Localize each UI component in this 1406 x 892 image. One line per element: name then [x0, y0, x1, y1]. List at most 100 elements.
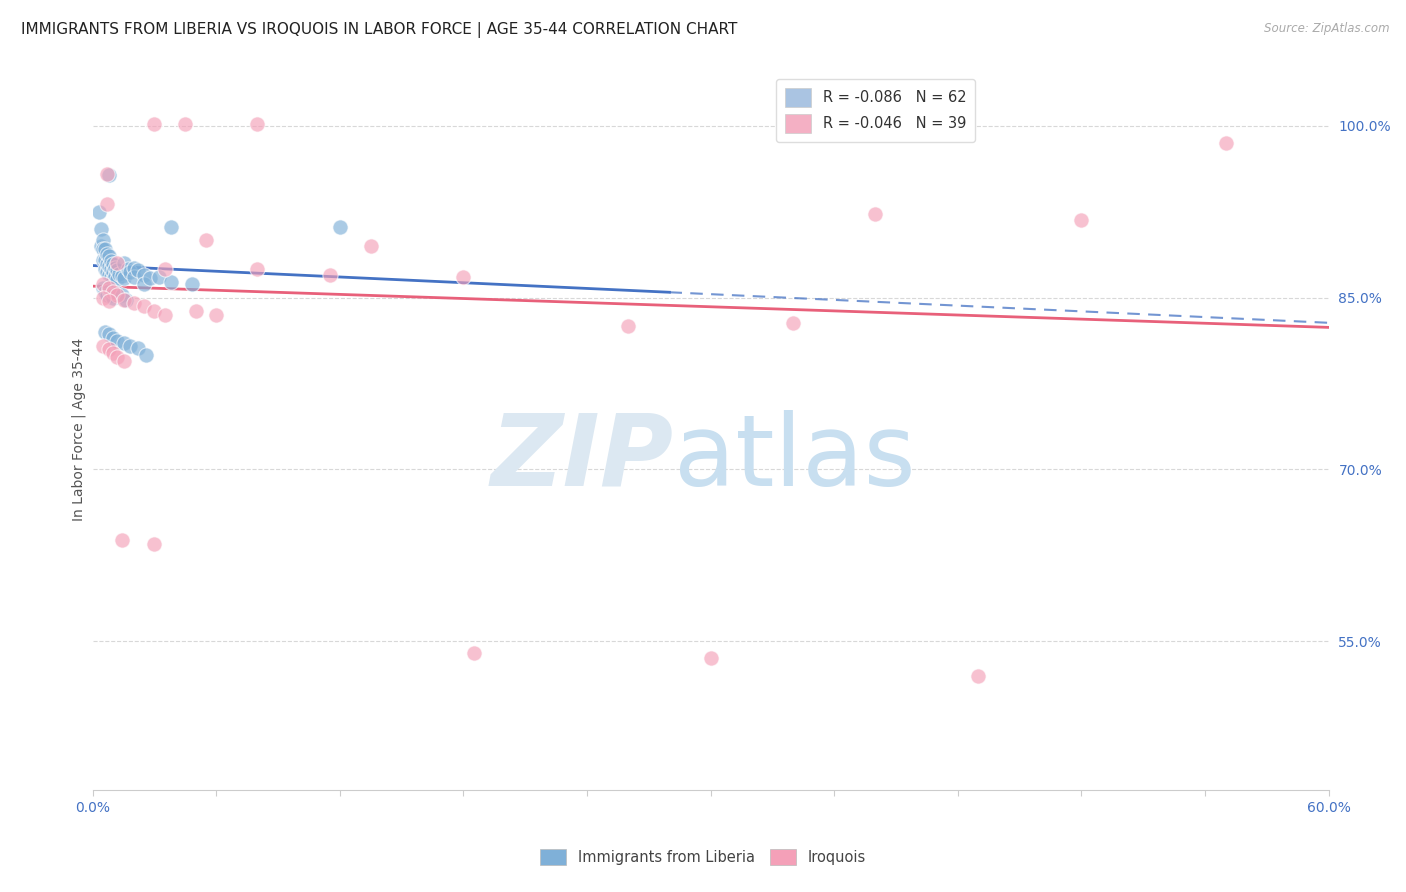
Point: [329, 219, 352, 234]
Point: [100, 288, 122, 302]
Point: [318, 268, 340, 282]
Point: [91, 277, 114, 291]
Point: [91, 339, 114, 353]
Point: [98, 268, 121, 282]
Point: [160, 219, 183, 234]
Point: [96, 265, 118, 279]
Point: [195, 233, 218, 247]
Point: [94, 262, 117, 277]
Y-axis label: In Labor Force | Age 35-44: In Labor Force | Age 35-44: [72, 338, 86, 521]
Point: [103, 265, 125, 279]
Point: [112, 353, 135, 368]
Point: [118, 339, 141, 353]
Point: [143, 116, 166, 130]
Point: [360, 239, 382, 253]
Point: [453, 270, 475, 285]
Point: [107, 334, 129, 348]
Point: [103, 285, 125, 299]
Point: [98, 342, 121, 356]
Point: [114, 293, 136, 307]
Point: [104, 268, 127, 283]
Point: [104, 260, 127, 275]
Point: [98, 327, 121, 342]
Point: [103, 345, 125, 359]
Point: [110, 268, 132, 283]
Point: [107, 350, 129, 364]
Point: [98, 293, 121, 308]
Point: [205, 308, 228, 322]
Point: [112, 336, 135, 351]
Point: [87, 204, 110, 219]
Point: [96, 167, 118, 181]
Point: [96, 288, 118, 302]
Point: [127, 263, 149, 277]
Point: [134, 277, 156, 291]
Point: [967, 668, 990, 682]
Point: [617, 319, 640, 334]
Point: [134, 299, 156, 313]
Point: [107, 263, 129, 277]
Text: Source: ZipAtlas.com: Source: ZipAtlas.com: [1264, 22, 1389, 36]
Point: [118, 265, 141, 279]
Point: [91, 281, 114, 295]
Point: [98, 249, 121, 263]
Point: [98, 281, 121, 295]
Point: [112, 293, 135, 307]
Point: [148, 270, 170, 285]
Point: [122, 260, 145, 275]
Point: [246, 262, 269, 277]
Point: [112, 256, 135, 270]
Point: [117, 262, 139, 277]
Point: [1070, 212, 1092, 227]
Point: [246, 116, 269, 130]
Point: [103, 273, 125, 287]
Point: [103, 331, 125, 345]
Point: [143, 304, 166, 318]
Point: [96, 257, 118, 271]
Point: [174, 116, 197, 130]
Point: [91, 252, 114, 267]
Point: [91, 243, 114, 257]
Point: [96, 196, 118, 211]
Point: [91, 291, 114, 305]
Point: [160, 275, 183, 289]
Point: [94, 252, 117, 267]
Point: [91, 233, 114, 247]
Point: [463, 646, 485, 660]
Point: [184, 304, 207, 318]
Text: atlas: atlas: [673, 409, 915, 507]
Point: [98, 168, 121, 182]
Point: [110, 533, 132, 548]
Text: IMMIGRANTS FROM LIBERIA VS IROQUOIS IN LABOR FORCE | AGE 35-44 CORRELATION CHART: IMMIGRANTS FROM LIBERIA VS IROQUOIS IN L…: [21, 22, 738, 38]
Point: [135, 348, 157, 362]
Point: [865, 207, 887, 221]
Point: [98, 259, 121, 273]
Point: [96, 247, 118, 261]
Point: [134, 268, 156, 282]
Point: [94, 325, 117, 339]
Point: [107, 288, 129, 302]
Point: [127, 341, 149, 355]
Point: [107, 286, 129, 301]
Point: [107, 272, 129, 286]
Point: [143, 537, 166, 551]
Point: [94, 285, 117, 299]
Point: [139, 271, 162, 285]
Point: [100, 262, 122, 277]
Point: [103, 291, 125, 305]
Point: [122, 270, 145, 285]
Point: [90, 222, 112, 236]
Point: [122, 296, 145, 310]
Point: [100, 270, 122, 285]
Legend: Immigrants from Liberia, Iroquois: Immigrants from Liberia, Iroquois: [534, 843, 872, 871]
Text: ZIP: ZIP: [491, 409, 673, 507]
Point: [107, 256, 129, 270]
Legend: R = -0.086   N = 62, R = -0.046   N = 39: R = -0.086 N = 62, R = -0.046 N = 39: [776, 79, 976, 142]
Point: [90, 239, 112, 253]
Point: [1215, 136, 1237, 150]
Point: [108, 267, 131, 281]
Point: [180, 277, 202, 291]
Point: [103, 257, 125, 271]
Point: [782, 316, 804, 330]
Point: [153, 262, 176, 277]
